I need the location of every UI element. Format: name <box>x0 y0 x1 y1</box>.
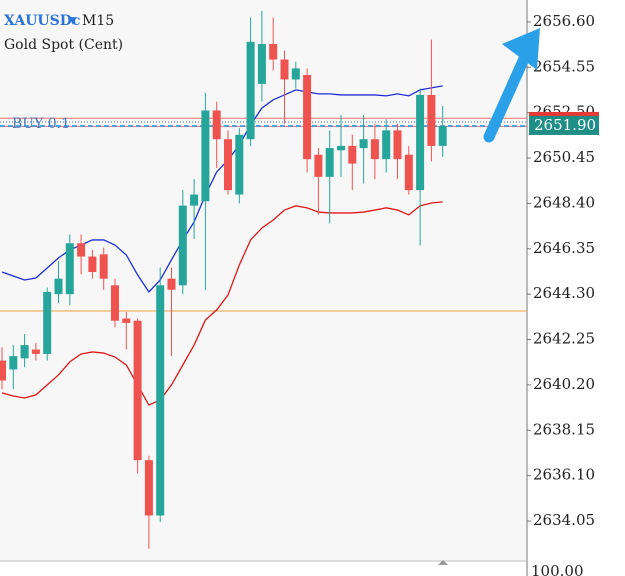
candle-body <box>370 139 379 160</box>
bid-price-label: 2651.90 <box>534 116 596 134</box>
y-tick-label: 2654.55 <box>533 57 595 75</box>
candle-body <box>201 110 210 202</box>
y-tick-label: 2656.60 <box>533 12 595 30</box>
symbol[interactable]: XAUUSDc <box>4 13 80 29</box>
candle-body <box>404 154 413 191</box>
scroll-marker[interactable] <box>438 560 448 565</box>
candle-body <box>382 130 391 160</box>
y-tick-label: 2644.30 <box>533 284 595 302</box>
candle-body <box>65 243 74 295</box>
candle-body <box>9 356 18 370</box>
candle-body <box>88 256 97 273</box>
candle-body <box>438 125 447 146</box>
candle-body <box>337 145 345 151</box>
y-tick-label: 2638.15 <box>533 420 595 438</box>
candle-body <box>314 154 323 177</box>
candle-body <box>224 139 232 191</box>
candle-body <box>348 145 357 164</box>
y-tick-label: 2636.10 <box>533 466 595 484</box>
candle-body <box>246 41 255 140</box>
y-tick-label: 2634.05 <box>533 511 595 529</box>
candle-body <box>280 59 289 80</box>
candle-body <box>20 345 29 359</box>
candle-body <box>133 320 142 461</box>
timeframe[interactable]: M15 <box>82 13 114 29</box>
candle-body <box>212 110 221 140</box>
candle-body <box>77 243 86 257</box>
arrow-head <box>502 28 540 70</box>
description: Gold Spot (Cent) <box>4 37 123 53</box>
price-axis: 2656.602654.552652.502650.452648.402646.… <box>527 12 599 529</box>
candle-body <box>156 285 165 516</box>
candle-body <box>178 205 187 286</box>
sub-window-label: 100.00 <box>531 562 584 576</box>
symbol-dropdown[interactable]: ▼ <box>69 16 77 27</box>
candle-body <box>291 68 300 80</box>
y-tick-label: 2648.40 <box>533 193 595 211</box>
candle-body <box>427 94 436 146</box>
candle-body <box>235 134 244 195</box>
candle-body <box>190 194 199 206</box>
candle-body <box>54 278 63 295</box>
y-tick-label: 2640.20 <box>533 375 595 393</box>
candle-body <box>257 44 266 84</box>
band-line <box>1 201 443 406</box>
candle-body <box>111 285 119 321</box>
plot: BUY 0.1 <box>0 10 527 549</box>
plot-background <box>0 0 527 560</box>
candle-body <box>122 318 131 323</box>
trend-arrow <box>483 28 540 143</box>
order-label: BUY 0.1 <box>12 116 70 132</box>
bid-price-tag <box>529 115 599 135</box>
arrow-shaft <box>483 46 533 143</box>
y-tick-label: 2650.45 <box>533 148 595 166</box>
candle-body <box>269 44 278 60</box>
candle-body <box>167 278 176 290</box>
band-line <box>1 85 443 293</box>
candle-body <box>31 349 40 354</box>
candle-body <box>359 139 368 149</box>
candle-body <box>43 291 52 354</box>
candle-body <box>144 460 153 516</box>
candle-body <box>0 360 6 381</box>
candle-body <box>325 148 334 177</box>
candle-body <box>416 94 425 191</box>
y-tick-label: 2642.25 <box>533 330 595 348</box>
candle-body <box>303 75 312 160</box>
candle-body <box>393 130 402 160</box>
y-tick-label: 2646.35 <box>533 239 595 257</box>
candle-body <box>99 254 108 279</box>
